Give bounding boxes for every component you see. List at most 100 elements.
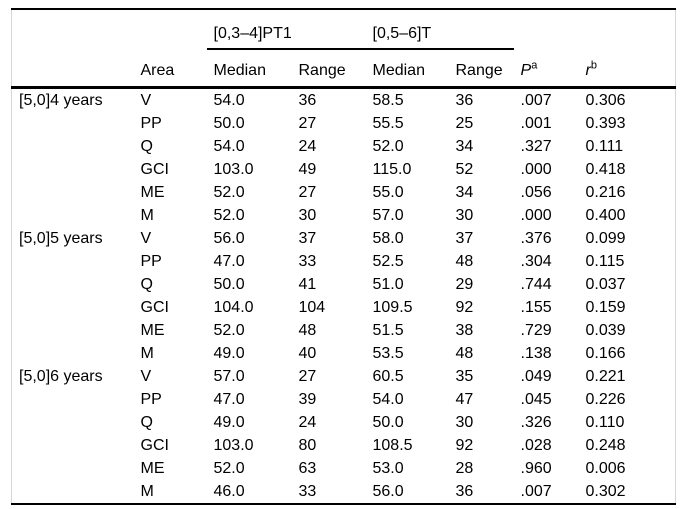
median-pt1-cell: 54.0 [213,91,245,109]
row-group-label [12,112,134,135]
table-row: ME 52.0 63 53.0 28 .960 0.006 [12,457,676,480]
col-header-p: Pa [513,49,579,89]
row-group-label [12,296,134,319]
row-group-label [12,457,134,480]
table-row: Q 50.0 41 51.0 29 .744 0.037 [12,273,676,296]
table-row: M 49.0 40 53.5 48 .138 0.166 [12,342,676,365]
range-pt1-cell: 36 [298,91,317,109]
p-value-cell: .327 [520,137,552,155]
area-cell: Q [140,413,153,431]
r-value-cell: 0.221 [585,367,626,385]
table-row: [5,0]4 years V 54.0 36 58.5 36 .007 0.306 [12,88,676,113]
group-header-row: [0,3–4]PT1 [0,5–6]T [12,9,676,50]
table-row: GCI 104.0 104 109.5 92 .155 0.159 [12,296,676,319]
row-group-label [12,411,134,434]
range-pt1-cell: 104 [298,298,326,316]
range-t-cell: 92 [455,298,474,316]
r-value-cell: 0.400 [585,206,626,224]
area-cell: V [140,367,152,385]
median-pt1-cell: 103.0 [213,160,254,178]
range-t-cell: 48 [455,252,474,270]
table-row: M 52.0 30 57.0 30 .000 0.400 [12,204,676,227]
p-value-cell: .326 [520,413,552,431]
median-pt1-cell: 52.0 [213,183,245,201]
range-t-cell: 48 [455,344,474,362]
row-group-label [12,204,134,227]
col-header-area: Area [133,49,207,89]
p-value-cell: .376 [520,229,552,247]
range-pt1-cell: 40 [298,344,317,362]
p-value-cell: .000 [520,160,552,178]
p-value-cell: .007 [520,482,552,500]
area-cell: ME [140,183,165,201]
range-t-cell: 29 [455,275,474,293]
median-pt1-cell: 46.0 [213,482,245,500]
p-value-cell: .960 [520,459,552,477]
range-pt1-cell: 27 [298,114,317,132]
r-superscript-b: b [590,59,597,72]
range-pt1-cell: 30 [298,206,317,224]
median-t-cell: 58.5 [372,91,404,109]
row-group-label [12,342,134,365]
table-row: ME 52.0 27 55.0 34 .056 0.216 [12,181,676,204]
r-value-cell: 0.110 [585,413,625,431]
area-cell: Q [140,275,153,293]
table-row: PP 50.0 27 55.5 25 .001 0.393 [12,112,676,135]
range-t-cell: 36 [455,482,474,500]
group-header-t: [0,5–6]T [365,9,514,50]
median-t-cell: 60.5 [372,367,404,385]
col-header-range-pt1: Range [291,49,366,89]
r-value-cell: 0.393 [585,114,626,132]
table-body: [5,0]4 years V 54.0 36 58.5 36 .007 0.306 PP 50.0… [12,88,676,505]
median-t-cell: 115.0 [372,160,412,178]
median-pt1-cell: 56.0 [213,229,245,247]
area-cell: GCI [140,436,169,454]
row-group-label: [5,0]5 years [19,229,103,247]
area-cell: GCI [140,298,169,316]
median-t-cell: 52.0 [372,137,404,155]
area-cell: M [140,344,154,362]
range-t-cell: 28 [455,459,474,477]
p-value-cell: .000 [520,206,552,224]
r-value-cell: 0.248 [585,436,626,454]
range-t-cell: 34 [455,137,474,155]
area-cell: PP [140,252,162,270]
area-cell: GCI [140,160,169,178]
r-value-cell: 0.037 [585,275,626,293]
range-t-cell: 47 [455,390,474,408]
median-t-cell: 56.0 [372,482,404,500]
range-pt1-cell: 33 [298,252,317,270]
row-group-label [12,181,134,204]
table-row: ME 52.0 48 51.5 38 .729 0.039 [12,319,676,342]
row-group-label [12,250,134,273]
col-header-empty [11,49,134,89]
spanner-spacer [12,9,207,49]
col-header-median-pt1: Median [206,49,292,89]
col-header-range-t: Range [448,49,514,89]
median-pt1-cell: 52.0 [213,206,245,224]
p-value-cell: .007 [520,91,552,109]
range-t-cell: 52 [455,160,474,178]
r-symbol: r [585,62,591,79]
range-pt1-cell: 41 [298,275,317,293]
range-pt1-cell: 48 [298,321,317,339]
range-pt1-cell: 63 [298,459,317,477]
row-group-label [12,319,134,342]
col-header-r: rb [578,49,676,89]
r-value-cell: 0.226 [585,390,626,408]
area-cell: Q [140,137,153,155]
column-header-row: Area Median Range Median Range Pa rb [11,49,676,89]
range-t-cell: 34 [455,183,474,201]
area-cell: V [140,229,152,247]
range-t-cell: 25 [455,114,474,132]
p-superscript-a: a [531,59,538,72]
range-t-cell: 38 [455,321,474,339]
r-value-cell: 0.302 [585,482,626,500]
median-pt1-cell: 49.0 [213,413,245,431]
table-row: PP 47.0 33 52.5 48 .304 0.115 [12,250,676,273]
table-row: GCI 103.0 80 108.5 92 .028 0.248 [12,434,676,457]
range-pt1-cell: 24 [298,137,317,155]
r-value-cell: 0.216 [585,183,626,201]
median-t-cell: 53.0 [372,459,404,477]
